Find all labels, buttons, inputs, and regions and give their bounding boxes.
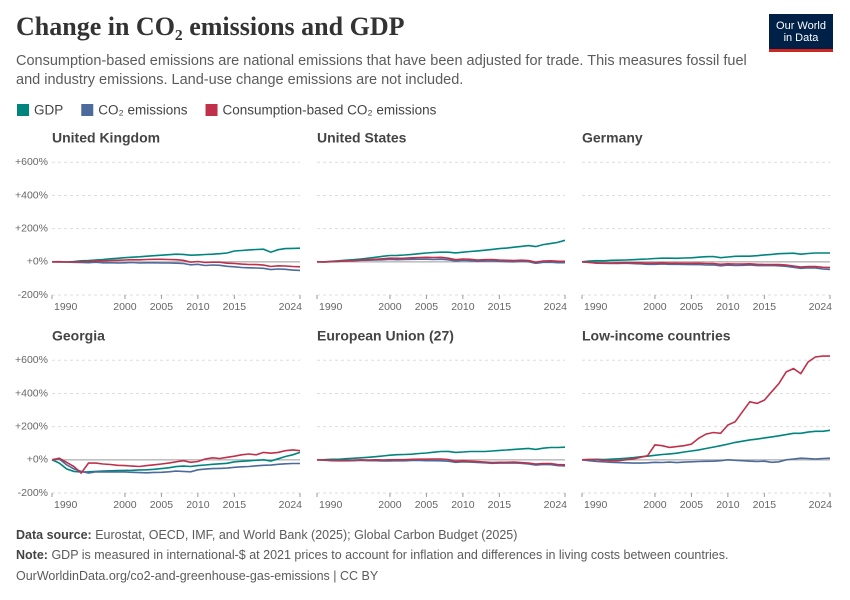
note: GDP is measured in international-$ at 20…	[51, 548, 729, 562]
x-tick-label: 2000	[378, 499, 402, 511]
y-tick-label: -200%	[18, 289, 48, 301]
panel-title: United Kingdom	[52, 130, 160, 146]
x-tick-label: 2015	[488, 499, 512, 511]
x-tick-label: 2005	[415, 499, 439, 511]
series-line	[581, 429, 831, 461]
legend-swatch	[17, 104, 29, 116]
note-line: Note: GDP is measured in international-$…	[16, 548, 728, 562]
x-tick-label: 2000	[643, 499, 667, 511]
series-line	[581, 252, 830, 263]
x-tick-label: 2000	[113, 499, 137, 511]
note-label: Note:	[16, 548, 48, 562]
x-tick-label: 2010	[716, 301, 740, 313]
x-tick-label: 2005	[150, 301, 174, 313]
x-tick-label: 2005	[415, 301, 439, 313]
series-line	[581, 355, 830, 462]
legend-swatch	[205, 104, 218, 116]
series-line	[316, 458, 566, 466]
source: Eurostat, OECD, IMF, and World Bank (202…	[95, 528, 518, 542]
y-tick-label: +600%	[15, 354, 48, 366]
x-tick-label: 2010	[451, 301, 475, 313]
x-tick-label: 1990	[584, 301, 608, 313]
x-tick-label: 2010	[186, 499, 210, 511]
panel-title: United States	[317, 130, 407, 146]
panel-title: European Union (27)	[317, 328, 454, 344]
url[interactable]: OurWorldinData.org/co2-and-greenhouse-ga…	[16, 569, 379, 583]
x-tick-label: 2005	[680, 499, 704, 511]
series-line	[581, 261, 831, 269]
y-tick-label: +400%	[15, 189, 48, 201]
x-tick-label: 2015	[223, 499, 247, 511]
legend-label: CO₂ emissions	[98, 103, 188, 118]
x-tick-label: 2015	[223, 301, 247, 313]
x-tick-label: 2015	[753, 301, 777, 313]
subtitle: Consumption-based emissions are national…	[16, 53, 747, 88]
legend-swatch	[81, 104, 94, 116]
title: Change in CO₂ emissions and GDP	[16, 12, 405, 41]
x-tick-label: 1990	[54, 499, 78, 511]
legend-label: GDP	[34, 103, 63, 118]
x-tick-label: 1990	[319, 301, 343, 313]
series-line	[51, 458, 300, 474]
series-line	[581, 457, 831, 464]
y-tick-label: +200%	[15, 420, 48, 432]
series-line	[316, 256, 566, 264]
y-tick-label: +200%	[15, 222, 48, 234]
panel-title: Low-income countries	[582, 328, 731, 344]
x-tick-label: 1990	[319, 499, 343, 511]
series-line	[52, 258, 301, 268]
y-tick-label: +600%	[15, 156, 48, 168]
x-tick-label: 2010	[451, 499, 475, 511]
legend-label: Consumption-based CO₂ emissions	[223, 103, 437, 118]
x-tick-label: 1990	[54, 301, 78, 313]
source-line: Data source: Eurostat, OECD, IMF, and Wo…	[16, 528, 517, 542]
source-label: Data source:	[16, 528, 92, 542]
series-line	[316, 446, 566, 461]
panel-title: Germany	[582, 130, 643, 146]
x-tick-label: 2024	[279, 301, 303, 313]
y-tick-label: +400%	[15, 387, 48, 399]
series-line	[51, 247, 301, 263]
series-line	[51, 260, 301, 272]
x-tick-label: 2005	[150, 499, 174, 511]
y-tick-label: +0%	[27, 454, 48, 466]
y-tick-label: -200%	[18, 487, 48, 499]
logo-line: Our World	[776, 20, 826, 32]
logo[interactable]: Our World in Data	[769, 14, 833, 52]
x-tick-label: 2015	[753, 499, 777, 511]
panel-title: Georgia	[52, 328, 105, 344]
x-tick-label: 2000	[378, 301, 402, 313]
x-tick-label: 2005	[680, 301, 704, 313]
x-tick-label: 1990	[584, 499, 608, 511]
x-tick-label: 2024	[809, 499, 833, 511]
series-line	[317, 239, 566, 263]
x-tick-label: 2024	[544, 499, 568, 511]
x-tick-label: 2024	[809, 301, 833, 313]
x-tick-label: 2000	[113, 301, 137, 313]
logo-line: in Data	[783, 32, 819, 44]
x-tick-label: 2010	[716, 499, 740, 511]
x-tick-label: 2024	[279, 499, 303, 511]
x-tick-label: 2010	[186, 301, 210, 313]
y-tick-label: +0%	[27, 256, 48, 268]
series-line	[51, 449, 301, 475]
x-tick-label: 2024	[544, 301, 568, 313]
x-tick-label: 2000	[643, 301, 667, 313]
x-tick-label: 2015	[488, 301, 512, 313]
